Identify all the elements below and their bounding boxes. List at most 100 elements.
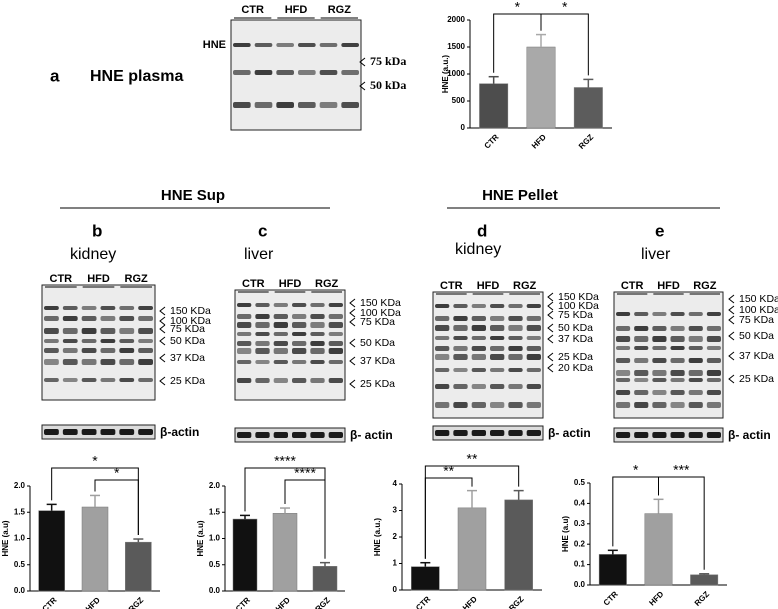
marker-label: 25 KDa bbox=[558, 351, 593, 363]
blot bbox=[230, 19, 362, 131]
marker-arrow bbox=[349, 308, 356, 318]
marker-label: 20 KDa bbox=[558, 362, 593, 374]
x-tick-label: CTR bbox=[602, 589, 620, 607]
bar bbox=[38, 510, 65, 592]
blot-band bbox=[292, 378, 307, 383]
blot-band bbox=[634, 370, 649, 376]
blot-band bbox=[319, 70, 338, 75]
significance-bracket bbox=[284, 479, 326, 559]
lane-group-label: CTR bbox=[50, 273, 73, 285]
blot-band bbox=[453, 336, 468, 340]
blot-band bbox=[237, 332, 252, 336]
blot-band bbox=[526, 368, 541, 372]
loading-blot bbox=[41, 424, 156, 440]
lane-group-label: RGZ bbox=[693, 280, 717, 292]
blot-band bbox=[471, 336, 486, 340]
blot-band bbox=[706, 390, 721, 395]
significance-label: ** bbox=[467, 451, 478, 467]
bar bbox=[457, 507, 487, 591]
x-tick-label: CTR bbox=[41, 595, 59, 609]
blot-band bbox=[119, 306, 135, 310]
blot-band bbox=[435, 384, 450, 389]
blot-band bbox=[453, 402, 468, 408]
blot-band bbox=[652, 336, 667, 342]
blot-band bbox=[62, 306, 78, 310]
lane-group-label: CTR bbox=[241, 4, 264, 16]
blot-band bbox=[634, 312, 649, 316]
y-tick-label: 1.5 bbox=[14, 507, 26, 516]
significance-bracket bbox=[658, 476, 705, 570]
blot-band bbox=[652, 402, 667, 408]
marker-label: 100 KDa bbox=[170, 315, 211, 327]
marker-label: 100 KDa bbox=[360, 307, 401, 319]
blot-band bbox=[254, 70, 273, 75]
y-tick-label: 1000 bbox=[447, 69, 465, 78]
blot-band bbox=[328, 360, 343, 364]
blot-band bbox=[526, 354, 541, 360]
blot-band bbox=[138, 339, 153, 343]
marker-label: 37 KDa bbox=[739, 350, 774, 362]
y-axis-label: HNE (a.u) bbox=[561, 516, 570, 552]
marker-label: 75 KDa bbox=[558, 309, 593, 321]
marker-arrow bbox=[728, 351, 735, 361]
blot-band bbox=[471, 368, 486, 372]
marker-label: 75 KDa bbox=[170, 323, 205, 335]
blot-band bbox=[688, 326, 703, 331]
blot-band bbox=[652, 326, 667, 331]
blot-band bbox=[688, 336, 703, 342]
panel-title: HNE plasma bbox=[90, 68, 183, 85]
blot-band bbox=[100, 378, 116, 382]
loading-band bbox=[634, 432, 649, 438]
blot-band bbox=[328, 322, 343, 328]
marker-label: 50 KDa bbox=[739, 330, 774, 342]
blot-band bbox=[273, 332, 288, 336]
lane-group-label: CTR bbox=[440, 280, 463, 292]
blot-band bbox=[471, 316, 486, 321]
loading-blot bbox=[234, 427, 346, 443]
blot-band bbox=[62, 339, 78, 343]
blot-band bbox=[706, 326, 721, 331]
loading-band bbox=[616, 432, 631, 438]
blot-band bbox=[526, 402, 541, 408]
blot-band bbox=[273, 322, 288, 328]
blot-band bbox=[233, 102, 251, 108]
significance-label: *** bbox=[673, 462, 690, 478]
blot-band bbox=[237, 378, 252, 383]
blot-band bbox=[508, 316, 523, 321]
blot-band bbox=[341, 43, 359, 47]
blot-band bbox=[273, 348, 288, 354]
blot-band bbox=[273, 314, 288, 319]
blot-band bbox=[490, 354, 505, 360]
y-tick-label: 2.0 bbox=[209, 481, 221, 490]
blot-band bbox=[119, 348, 135, 353]
blot-band bbox=[81, 348, 97, 353]
y-tick-label: 2000 bbox=[447, 15, 465, 24]
marker-arrow bbox=[547, 301, 554, 311]
y-axis-label: HNE (a.u) bbox=[1, 520, 10, 556]
panel-title: kidney bbox=[455, 241, 501, 258]
blot-band bbox=[44, 328, 59, 334]
lane-group-label: HFD bbox=[279, 278, 302, 290]
marker-label: 50 KDa bbox=[170, 335, 205, 347]
blot-band bbox=[490, 336, 505, 340]
significance-label: **** bbox=[274, 453, 296, 469]
blot-band bbox=[276, 43, 294, 47]
blot-band bbox=[526, 316, 541, 321]
blot-band bbox=[508, 402, 523, 408]
loading-label: β- actin bbox=[548, 426, 591, 440]
marker-arrow bbox=[359, 57, 366, 67]
blot-band bbox=[490, 384, 505, 389]
loading-band bbox=[273, 432, 288, 438]
x-tick-label: HFD bbox=[274, 595, 292, 609]
lane-group-label: HFD bbox=[477, 280, 500, 292]
lane-group-label: RGZ bbox=[125, 273, 149, 285]
loading-band bbox=[62, 429, 78, 435]
blot-band bbox=[119, 359, 135, 365]
marker-arrow bbox=[159, 324, 166, 334]
bar bbox=[504, 499, 533, 591]
bar bbox=[125, 541, 152, 592]
bar bbox=[598, 554, 627, 586]
loading-band bbox=[237, 432, 252, 438]
blot-band bbox=[670, 378, 685, 382]
